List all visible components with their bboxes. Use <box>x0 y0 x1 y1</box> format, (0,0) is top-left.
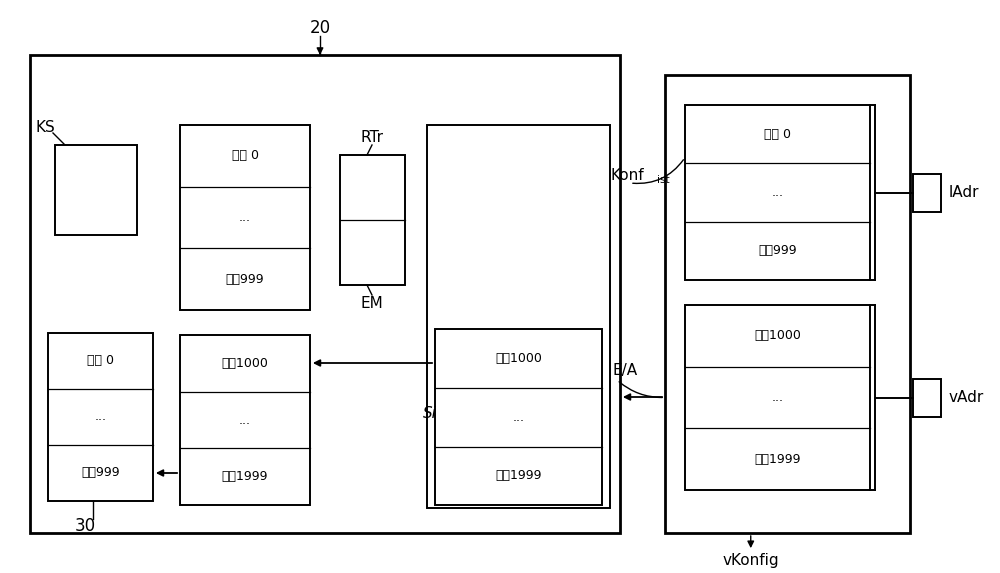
Bar <box>180 125 310 310</box>
Text: 插槽999: 插槽999 <box>81 466 120 480</box>
Text: 插槽 0: 插槽 0 <box>87 355 114 367</box>
Bar <box>685 105 870 280</box>
Text: 插槽999: 插槽999 <box>226 273 264 286</box>
Text: EM: EM <box>361 296 383 311</box>
Text: 插槽1999: 插槽1999 <box>754 453 801 466</box>
Text: 插槽 0: 插槽 0 <box>764 128 791 140</box>
Text: ...: ... <box>772 186 784 199</box>
Text: ...: ... <box>772 391 784 404</box>
Bar <box>913 379 941 417</box>
Bar <box>55 145 137 235</box>
Text: 插槽1000: 插槽1000 <box>495 352 542 365</box>
Text: ...: ... <box>512 411 524 424</box>
Text: 插槽999: 插槽999 <box>758 244 797 257</box>
Text: 插槽1999: 插槽1999 <box>222 470 268 483</box>
Bar <box>665 75 910 533</box>
Bar <box>685 305 870 490</box>
Text: 插槽1000: 插槽1000 <box>754 329 801 342</box>
Text: RTr: RTr <box>360 129 384 144</box>
Text: E/A: E/A <box>612 363 637 378</box>
Text: vAdr: vAdr <box>949 390 984 405</box>
Text: 插槽1999: 插槽1999 <box>495 469 542 482</box>
Text: 20: 20 <box>309 19 331 37</box>
Bar <box>340 155 405 285</box>
Bar <box>435 329 602 505</box>
Text: ...: ... <box>94 410 106 423</box>
Bar <box>913 174 941 211</box>
Text: ...: ... <box>239 414 251 426</box>
Text: vKonfig: vKonfig <box>722 554 779 568</box>
Text: Si: Si <box>423 406 437 421</box>
Text: 插槽1000: 插槽1000 <box>222 357 268 370</box>
Text: 插槽 0: 插槽 0 <box>232 150 258 162</box>
Text: 30: 30 <box>75 517 96 535</box>
Text: ist: ist <box>657 175 670 185</box>
Text: ...: ... <box>239 211 251 224</box>
Bar <box>48 333 153 501</box>
Text: Konf: Konf <box>610 167 644 182</box>
Bar <box>427 125 610 508</box>
Text: lAdr: lAdr <box>949 185 980 200</box>
Text: KS: KS <box>35 120 55 135</box>
Bar <box>180 335 310 505</box>
Bar <box>30 55 620 533</box>
